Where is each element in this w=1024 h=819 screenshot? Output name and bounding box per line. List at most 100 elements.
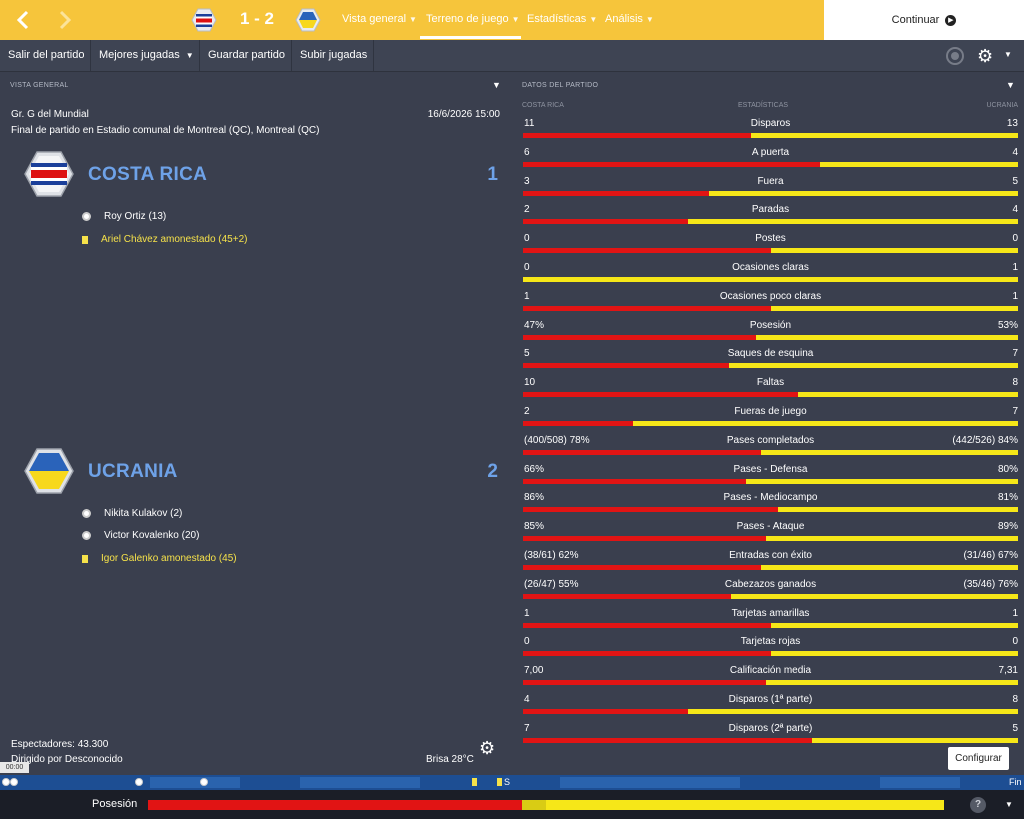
soccer-ball-icon[interactable]: [2, 778, 10, 786]
continue-button[interactable]: Continuar ▶: [824, 0, 1024, 40]
upload-highlights-button[interactable]: Subir jugadas: [292, 40, 374, 71]
chevron-down-icon[interactable]: ▼: [492, 80, 501, 90]
possession-away-fill: [522, 800, 944, 810]
timeline-segment: [150, 777, 240, 788]
home-team-name[interactable]: COSTA RICA: [88, 164, 208, 185]
timeline-segment: [300, 777, 420, 788]
stat-label: Fuera: [757, 175, 784, 187]
stat-home-value: 10: [524, 377, 536, 389]
stat-away-value: (31/46) 67%: [963, 549, 1018, 561]
stat-label: Pases completados: [726, 434, 815, 446]
stat-row: 1 Ocasiones poco claras 1: [523, 289, 1018, 318]
save-match-button[interactable]: Guardar partido: [200, 40, 292, 71]
stat-comparison-bar: [523, 737, 1018, 743]
stat-away-value: 0: [1012, 636, 1018, 648]
stat-away-value: 13: [1006, 118, 1018, 129]
record-icon[interactable]: [946, 47, 964, 65]
stat-home-fill: [523, 478, 746, 484]
stat-home-fill: [523, 680, 766, 686]
stat-home-value: 5: [524, 348, 530, 360]
stat-away-value: 89%: [997, 521, 1018, 533]
away-card-event: Igor Galenko amonestado (45): [82, 553, 237, 564]
match-timeline[interactable]: S Fin: [0, 775, 1024, 790]
match-clock: 00:00: [0, 762, 29, 773]
match-date: 16/6/2026 15:00: [427, 109, 500, 120]
stat-away-value: 1: [1012, 290, 1018, 302]
stat-away-value: (442/526) 84%: [952, 434, 1018, 446]
yellow-card-icon[interactable]: [497, 778, 502, 786]
stat-home-fill: [523, 161, 820, 167]
attendance: Espectadores: 43.300: [11, 739, 109, 750]
stat-home-value: 7: [524, 722, 530, 734]
stat-home-fill: [523, 219, 688, 225]
stat-away-fill: [729, 363, 1018, 369]
stat-away-fill: [777, 507, 1018, 513]
possession-marker: [522, 800, 546, 810]
stat-label: Posesión: [749, 319, 792, 331]
stat-comparison-bar: [523, 507, 1018, 513]
stat-row: 86% Pases - Mediocampo 81%: [523, 490, 1018, 519]
configure-button[interactable]: Configurar: [948, 747, 1009, 770]
chevron-down-icon[interactable]: ▼: [1004, 50, 1012, 59]
tab-analysis[interactable]: Análisis ▼: [605, 13, 654, 25]
exit-match-button[interactable]: Salir del partido: [0, 40, 91, 71]
stat-label: Ocasiones claras: [732, 261, 809, 273]
away-team-name[interactable]: UCRANIA: [88, 461, 178, 482]
stat-away-value: 8: [1012, 377, 1018, 389]
stat-away-fill: [632, 420, 1018, 426]
tab-pitch[interactable]: Terreno de juego ▼: [426, 13, 520, 25]
help-icon[interactable]: ?: [970, 797, 986, 813]
venue: Final de partido en Estadio comunal de M…: [11, 125, 320, 136]
home-team-badge-icon[interactable]: [24, 150, 74, 198]
stat-away-fill: [811, 737, 1018, 743]
stats-list: 11 Disparos 13 6 A puerta 4 3 Fuera 5 2 Paradas 4 0 P…: [523, 116, 1018, 750]
stat-home-value: 85%: [524, 521, 545, 533]
stat-away-value: 7,31: [998, 665, 1018, 677]
stat-label: Disparos (1ª parte): [728, 693, 813, 705]
yellow-card-icon[interactable]: [472, 778, 477, 786]
chevron-down-icon[interactable]: ▼: [1006, 80, 1015, 90]
stat-home-fill: [523, 248, 771, 254]
back-arrow-icon[interactable]: [12, 8, 36, 32]
soccer-ball-icon[interactable]: [135, 778, 143, 786]
gear-icon[interactable]: ⚙: [977, 46, 994, 66]
stat-away-fill: [687, 219, 1018, 225]
forward-arrow-icon[interactable]: [52, 8, 76, 32]
best-moves-button[interactable]: Mejores jugadas ▼: [91, 40, 200, 71]
stat-label: Calificación media: [729, 665, 812, 677]
stat-home-fill: [523, 392, 799, 398]
continue-label: Continuar: [891, 14, 940, 26]
stat-home-fill: [523, 564, 761, 570]
tab-overview[interactable]: Vista general ▼: [342, 13, 417, 25]
yellow-card-icon: [82, 235, 88, 244]
stat-home-value: 86%: [524, 492, 545, 504]
soccer-ball-icon[interactable]: [10, 778, 18, 786]
tab-stats[interactable]: Estadísticas ▼: [527, 13, 598, 25]
stat-label: Pases - Ataque: [736, 521, 805, 533]
stat-comparison-bar: [523, 248, 1018, 254]
away-goal-event: Victor Kovalenko (20): [82, 530, 199, 541]
chevron-down-icon[interactable]: ▼: [1005, 800, 1013, 809]
stat-comparison-bar: [523, 708, 1018, 714]
stat-away-fill: [755, 334, 1018, 340]
possession-bar: [148, 800, 944, 810]
chevron-down-icon: ▼: [185, 51, 194, 60]
weather: Brisa 28°C: [426, 754, 474, 765]
stat-comparison-bar: [523, 392, 1018, 398]
stat-row: 1 Tarjetas amarillas 1: [523, 606, 1018, 635]
away-team-badge-icon[interactable]: [24, 447, 74, 495]
soccer-ball-icon[interactable]: [200, 778, 208, 786]
stat-away-value: (35/46) 76%: [963, 578, 1018, 590]
match-stats-panel: DATOS DEL PARTIDO ▼ COSTA RICA ESTADÍSTI…: [512, 72, 1024, 775]
stat-away-value: 0: [1012, 233, 1018, 245]
stat-comparison-bar: [523, 680, 1018, 686]
stat-row: 47% Posesión 53%: [523, 318, 1018, 347]
stat-home-fill: [523, 133, 751, 138]
stat-away-value: 1: [1012, 607, 1018, 619]
stat-home-value: 4: [524, 693, 530, 705]
stat-row: 0 Postes 0: [523, 231, 1018, 260]
stat-away-fill: [770, 651, 1018, 657]
half-time-marker: S: [504, 777, 511, 787]
stat-away-value: 1: [1012, 261, 1018, 273]
